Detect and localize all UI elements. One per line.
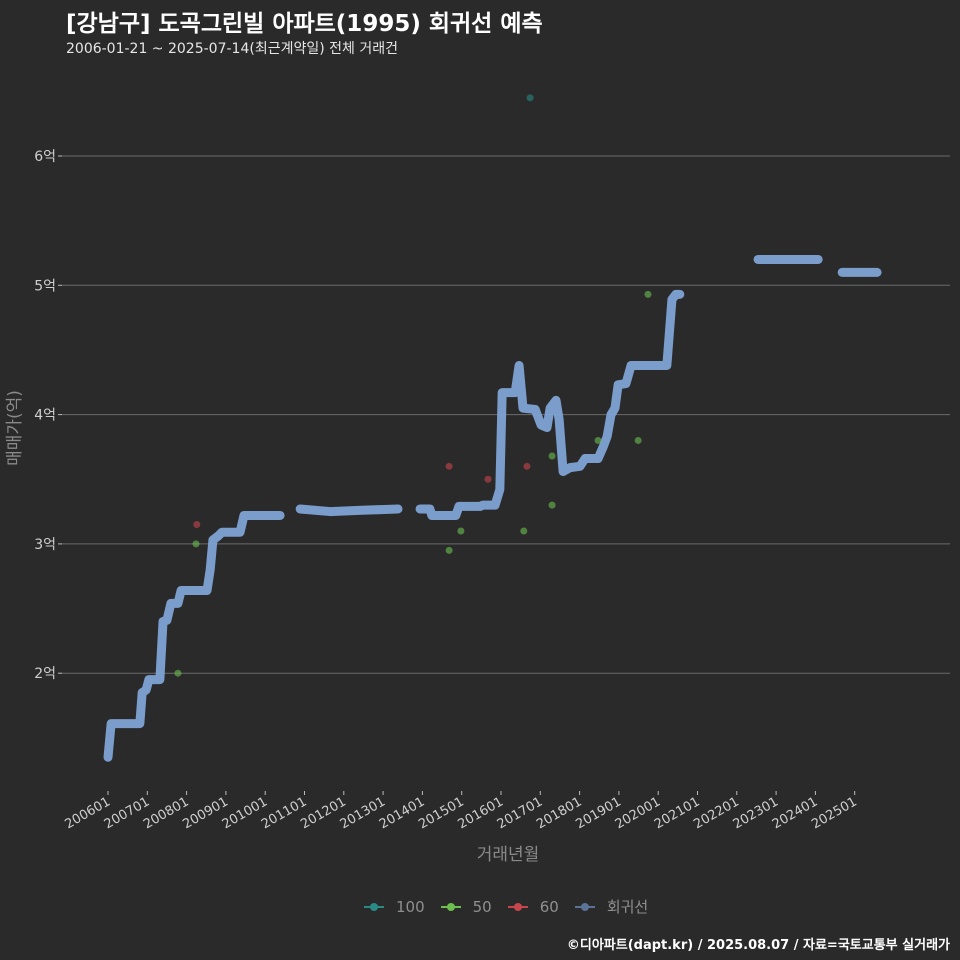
data-point-50 (548, 452, 556, 460)
data-point-50 (457, 527, 465, 535)
data-point-50 (548, 501, 556, 509)
regression-line (103, 510, 285, 762)
data-point-50 (174, 669, 182, 677)
legend-label: 100 (396, 897, 425, 916)
legend-label: 회귀선 (606, 898, 649, 916)
legend-item-100[interactable]: 100 (364, 898, 425, 916)
data-point-50 (634, 436, 642, 444)
data-point-50 (445, 546, 453, 554)
data-point-50 (594, 436, 602, 444)
legend-item-60[interactable]: 60 (507, 897, 559, 916)
legend-key-50 (440, 902, 461, 911)
data-point-60 (523, 462, 531, 470)
data-point-60 (484, 475, 492, 483)
y-tick-label: 6억 (34, 149, 56, 165)
x-tick-label: 202501 (809, 794, 859, 832)
y-tick-label: 2억 (34, 666, 56, 682)
data-point-60 (193, 521, 201, 529)
legend: 100 50 60 회귀선 (364, 896, 654, 917)
y-tick-label: 3억 (34, 537, 56, 553)
data-point-60 (445, 462, 453, 470)
y-tick-label: 4억 (34, 408, 56, 424)
legend-key-regression (574, 902, 595, 911)
data-point-50 (520, 527, 528, 535)
chart-subtitle: 2006-01-21 ~ 2025-07-14(최근계약일) 전체 거래건 (66, 41, 398, 57)
data-point-100 (526, 94, 534, 102)
chart-title: [강남구] 도곡그린빌 아파트(1995) 회귀선 예측 (66, 11, 543, 37)
legend-item-regression[interactable]: 회귀선 (574, 896, 649, 917)
x-axis-title: 거래년월 (477, 845, 540, 865)
data-point-50 (192, 540, 200, 548)
legend-key-100 (364, 902, 384, 911)
y-axis-title: 매매가(억) (5, 390, 25, 466)
regression-line (295, 504, 403, 517)
legend-label: 50 (472, 897, 492, 916)
data-point-50 (644, 290, 652, 298)
regression-line (415, 289, 685, 520)
legend-label: 60 (539, 897, 559, 916)
legend-item-50[interactable]: 50 (440, 897, 492, 916)
legend-key-60 (507, 902, 528, 911)
y-tick-label: 5억 (34, 278, 56, 294)
footer-credit: ©디아파트(dapt.kr) / 2025.08.07 / 자료=국토교통부 실… (566, 938, 950, 953)
